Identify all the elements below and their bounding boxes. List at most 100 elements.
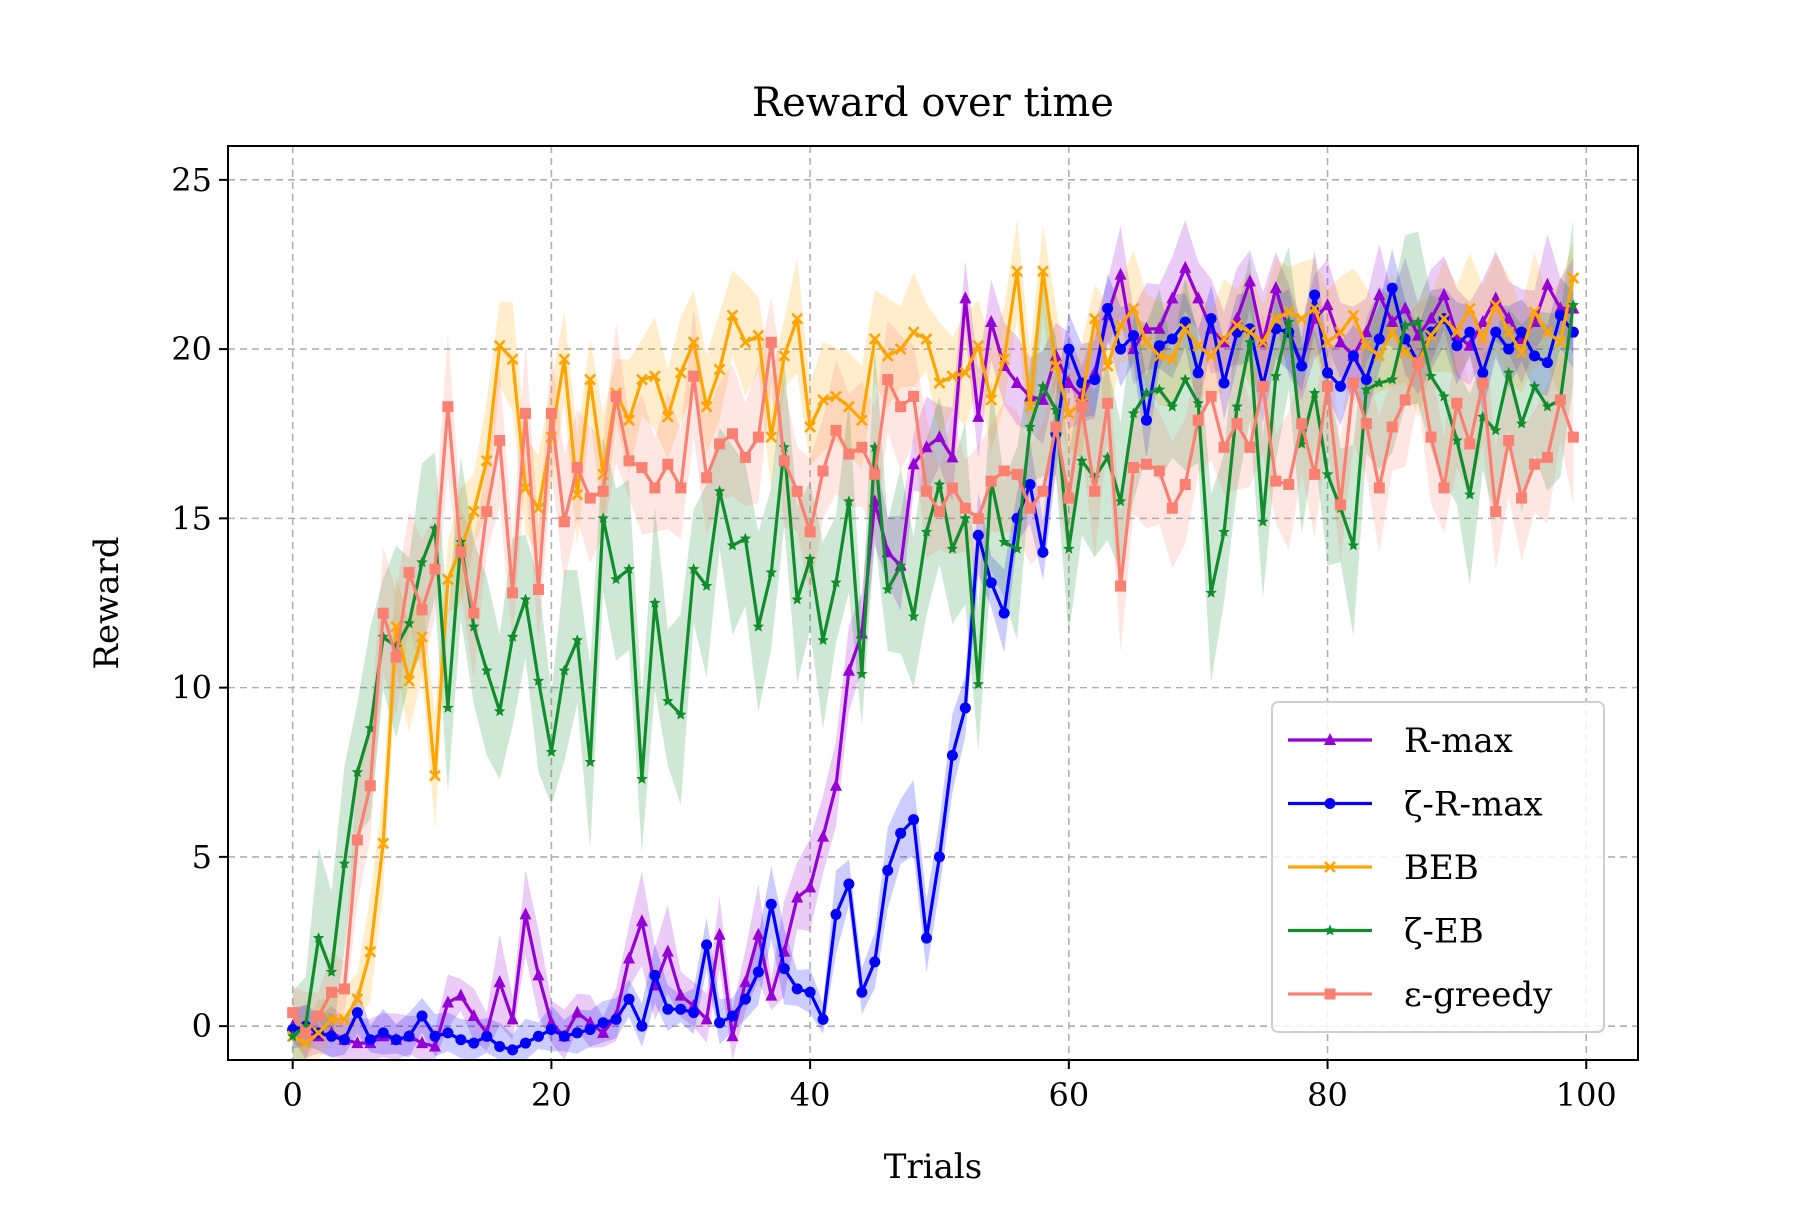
data-point — [829, 778, 842, 791]
data-point — [675, 1003, 687, 1015]
data-point — [1450, 326, 1463, 339]
series-lines — [286, 260, 1580, 1056]
series-1 — [287, 282, 1579, 1056]
data-point — [1438, 390, 1450, 402]
data-point — [1463, 338, 1476, 351]
data-point — [1063, 343, 1075, 355]
data-point — [325, 966, 338, 977]
data-point — [467, 505, 480, 518]
data-point — [571, 488, 584, 501]
data-point — [1334, 380, 1346, 392]
data-point — [1231, 418, 1243, 430]
axis-ticks: 0 20 40 60 80 100 0 5 10 15 20 25 — [171, 161, 1617, 1114]
data-point — [1140, 458, 1152, 470]
data-point — [442, 1027, 454, 1039]
data-point — [1205, 349, 1218, 362]
data-point — [377, 607, 389, 619]
data-point — [1373, 333, 1385, 345]
data-point — [429, 1030, 441, 1042]
data-point — [1386, 315, 1399, 328]
data-point — [1089, 374, 1101, 386]
data-point — [701, 472, 713, 484]
data-point — [1295, 312, 1308, 325]
legend-entry-4: ε-greedy — [1288, 975, 1553, 1015]
data-point — [843, 495, 855, 507]
data-point — [1437, 287, 1450, 300]
data-point — [1489, 299, 1502, 312]
data-point — [972, 529, 984, 541]
data-point — [1541, 451, 1553, 463]
data-point — [726, 428, 738, 440]
data-point — [597, 1017, 609, 1029]
data-point — [804, 553, 816, 564]
data-point — [467, 1008, 480, 1021]
series-4 — [287, 336, 1579, 1039]
data-point — [1024, 421, 1036, 432]
data-point — [1321, 468, 1334, 480]
data-point — [674, 366, 687, 379]
data-point — [287, 1030, 299, 1042]
y-tick-label: 15 — [171, 499, 212, 537]
data-point — [649, 482, 661, 494]
data-point — [1567, 272, 1580, 284]
data-point — [662, 458, 674, 470]
data-point — [675, 482, 687, 494]
data-point — [313, 1010, 325, 1022]
data-point — [946, 542, 959, 554]
data-point — [623, 563, 635, 574]
data-point — [494, 1040, 506, 1052]
data-point — [364, 780, 376, 792]
data-point — [1011, 375, 1024, 388]
data-point — [752, 966, 764, 978]
data-point — [1179, 479, 1191, 491]
data-point — [661, 410, 674, 423]
y-tick-label: 10 — [171, 669, 212, 707]
data-point — [648, 370, 661, 383]
data-point — [1296, 360, 1308, 372]
data-point — [338, 1034, 350, 1046]
data-point — [1554, 336, 1567, 349]
legend-label: BEB — [1404, 848, 1479, 888]
data-point — [752, 329, 765, 342]
data-point — [1088, 312, 1101, 325]
data-point — [1102, 302, 1114, 314]
data-point — [726, 539, 739, 551]
x-tick-label: 20 — [531, 1076, 572, 1114]
data-point — [959, 502, 971, 514]
data-point — [778, 963, 790, 975]
x-axis-label: Trials — [884, 1147, 982, 1187]
data-point — [1127, 302, 1140, 315]
data-point — [455, 546, 467, 558]
data-point — [623, 455, 635, 467]
data-point — [1347, 539, 1360, 551]
y-tick-label: 25 — [171, 161, 212, 199]
data-point — [507, 587, 519, 599]
data-point — [1153, 465, 1165, 477]
data-point — [739, 336, 752, 349]
data-point — [1102, 397, 1114, 409]
data-point — [946, 482, 958, 494]
data-point — [1476, 315, 1489, 328]
legend-marker — [1324, 924, 1336, 936]
data-point — [1166, 291, 1179, 304]
data-point — [584, 1015, 597, 1028]
data-point — [1166, 333, 1178, 345]
data-point — [1218, 525, 1230, 537]
data-point — [972, 512, 984, 524]
data-point — [1502, 311, 1515, 324]
data-point — [1244, 441, 1256, 453]
data-point — [688, 1007, 700, 1019]
data-point — [300, 1027, 312, 1039]
data-point — [1334, 335, 1347, 348]
data-point — [1360, 383, 1373, 395]
data-point — [1205, 391, 1217, 403]
data-point — [584, 492, 596, 504]
data-point — [817, 1013, 829, 1025]
legend-entry-0: R-max — [1288, 721, 1513, 761]
data-point — [1360, 418, 1372, 430]
legend-label: ζ-EB — [1404, 912, 1484, 952]
data-point — [545, 1015, 558, 1028]
data-point — [649, 969, 661, 981]
data-point — [817, 634, 829, 646]
data-point — [312, 932, 325, 943]
